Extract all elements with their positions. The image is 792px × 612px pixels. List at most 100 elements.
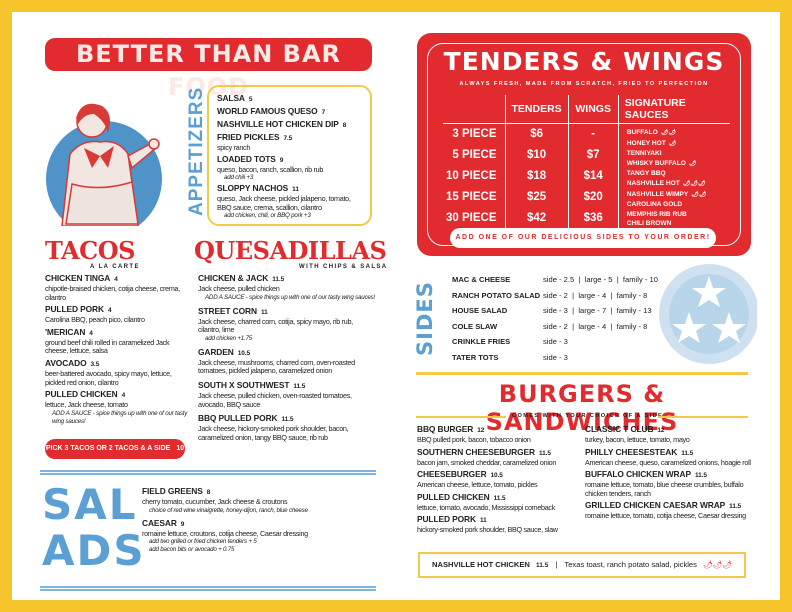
item-price: 11.5: [729, 503, 742, 511]
item-name: SOUTH X SOUTHWEST: [198, 379, 290, 390]
item-note: add chicken, chili, or BBQ pork +3: [224, 212, 311, 220]
menu-item: BUFFALO CHICKEN WRAP 11.5 romaine lettuce,…: [585, 469, 751, 498]
item-description: Jack cheese, pulled chicken: [198, 284, 280, 293]
sauce-item: BUFFALO 🌶🌶: [627, 128, 731, 139]
item-name-row: LOADED TOTS 9: [217, 154, 362, 166]
burgers-heading: BURGERS & SANDWICHES: [485, 380, 679, 436]
item-name: SOUTHERN CHEESEBURGER: [417, 446, 535, 457]
item-name-row: CHICKEN & JACK 11.5: [198, 273, 376, 285]
sauce-name: NASHVILLE HOT: [626, 179, 680, 187]
item-name: BUFFALO CHICKEN WRAP: [585, 469, 691, 480]
item-description: queso, bacon, ranch, scallion, rib rub: [217, 164, 324, 174]
item-name-row: PULLED CHICKEN 11.5: [417, 492, 583, 504]
item-name: NASHVILLE HOT CHICKEN DIP: [217, 119, 339, 129]
side-prices: side - 2 | large - 4 | family - 8: [543, 321, 648, 331]
item-name: PULLED CHICKEN: [417, 491, 490, 502]
wings-price: $20: [567, 186, 619, 208]
item-price: 11.5: [681, 449, 694, 457]
tenders-wings-panel: TENDERS & WINGS ALWAYS FRESH, MADE FROM …: [417, 33, 751, 256]
item-name: CHEESEBURGER: [417, 469, 487, 480]
sauce-name: NASHVILLE WIMPY: [626, 190, 689, 198]
side-name: MAC & CHEESE: [452, 275, 511, 284]
side-item: COLE SLAW side - 2 | large - 4 | family -…: [452, 322, 672, 338]
item-price: 8: [342, 122, 347, 129]
item-name: GRILLED CHICKEN CAESAR WRAP: [585, 500, 726, 511]
menu-item: NASHVILLE HOT CHICKEN DIP 8: [217, 119, 362, 131]
taco-combo-pill: PICK 3 TACOS OR 2 TACOS & A SIDE 10: [45, 439, 185, 459]
item-name: PHILLY CHEESESTEAK: [585, 446, 678, 457]
item-description: spicy ranch: [217, 143, 251, 152]
side-name: TATER TOTS: [452, 352, 499, 362]
subheading-rule-right: [658, 416, 748, 418]
piece-size: 3 PIECE: [452, 128, 497, 141]
item-name: GARDEN: [198, 346, 234, 357]
sauce-name: MEMPHIS RIB RUB: [626, 210, 687, 218]
pepper-heat-icons: 🌶🌶🌶: [703, 560, 732, 569]
item-name: PULLED PORK: [45, 304, 104, 315]
item-name: CAESAR: [142, 517, 177, 528]
sauces-column-header: SIGNATURE SAUCES: [617, 95, 731, 124]
sauce-item: WHISKY BUFFALO 🌶: [627, 159, 731, 170]
tenders-price: $25: [504, 186, 569, 208]
sauce-name: TENNIYAKI: [626, 150, 662, 158]
item-price: 11.5: [293, 382, 306, 390]
sauce-item: TANGY BBQ: [627, 169, 731, 179]
piece-size: 15 PIECE: [446, 191, 497, 204]
menu-item: AVOCADO 3.5 beer-battered avocado, spicy m…: [45, 358, 193, 387]
tenders-price: $42: [504, 207, 569, 229]
item-name-row: SOUTH X SOUTHWEST 11.5: [198, 380, 376, 392]
price-row: 3 PIECE $6- BUFFALO 🌶🌶 HONEY HOT 🌶 TENNIYAKI WH…: [443, 123, 731, 229]
item-price: 10.5: [490, 472, 503, 480]
menu-item: CAESAR 9 romaine lettuce, croutons, cotija…: [142, 518, 374, 555]
appetizers-box: SALSA 5 WORLD FAMOUS QUESO 7 NASHVILLE HOT C…: [207, 85, 372, 226]
wings-price: -: [567, 123, 619, 145]
sauce-name: BUFFALO: [626, 129, 658, 136]
item-price: 4: [121, 392, 126, 400]
salads-list: FIELD GREENS 8 cherry tomato, cucumber, Ja…: [142, 486, 374, 554]
item-name: BBQ BURGER: [417, 424, 474, 434]
menu-item: SOUTH X SOUTHWEST 11.5 Jack cheese, pulled…: [198, 380, 376, 409]
item-name-row: AVOCADO 3.5: [45, 358, 193, 370]
item-note: add chicken +1.75: [205, 334, 252, 342]
menu-item: BBQ BURGER 12 BBQ pulled pork, bacon, toba…: [417, 424, 583, 445]
salads-bottom-divider: [40, 586, 376, 591]
burgers-subheading: COMES WITH YOUR CHOICE OF A SIDE: [512, 413, 664, 419]
tenders-price: $10: [504, 144, 569, 166]
tenders-column-header: TENDERS: [504, 95, 569, 124]
side-item: HOUSE SALAD side - 3 | large - 7 | family…: [452, 306, 672, 322]
item-name: BBQ PULLED PORK: [198, 413, 278, 424]
menu-item: CHICKEN & JACK 11.5 Jack cheese, pulled ch…: [198, 273, 376, 302]
item-description: BBQ pulled pork, bacon, tobacco onion: [417, 435, 531, 444]
sauce-item: CHILI BROWN: [627, 219, 731, 229]
item-description: Jack cheese, charred corn, cotija, spicy…: [198, 316, 353, 335]
burgers-divider: [416, 372, 748, 375]
appetizers-heading: APPETIZERS: [186, 86, 207, 216]
item-name: CHICKEN TINGA: [45, 273, 111, 283]
burgers-right-list: CLASSIC T CLUB 12 turkey, bacon, lettuce, …: [585, 424, 751, 521]
item-price: 11: [260, 308, 268, 316]
quesadillas-heading: QUESADILLAS: [194, 236, 387, 265]
tenders-wings-heading: TENDERS & WINGS: [443, 47, 725, 76]
item-price: 5: [248, 96, 253, 103]
item-price: 11.5: [694, 472, 707, 480]
side-name: COLE SLAW: [452, 321, 498, 331]
tenders-wings-subheading: ALWAYS FRESH, MADE FROM SCRATCH, FRIED T…: [459, 81, 709, 87]
sauce-item: CAROLINA GOLD: [627, 200, 731, 210]
tacos-heading: TACOS: [45, 236, 136, 265]
menu-item: FRIED PICKLES 7.5 spicy ranch: [217, 132, 362, 153]
tenders-wings-price-table: TENDERS WINGS SIGNATURE SAUCES 3 PIECE $6…: [443, 95, 731, 229]
wings-price: $14: [567, 165, 619, 187]
menu-item: CLASSIC T CLUB 12 turkey, bacon, lettuce, …: [585, 424, 751, 445]
pepper-heat-icon: 🌶🌶: [691, 191, 707, 198]
item-name-row: SLOPPY NACHOS 11: [217, 183, 362, 195]
item-name: AVOCADO: [45, 357, 87, 368]
sauce-item: NASHVILLE WIMPY 🌶🌶: [627, 190, 731, 201]
item-description: beer-battered avocado, spicy mayo, lettu…: [45, 368, 172, 387]
menu-item: PULLED PORK 4 Carolina BBQ, peach pico, ci…: [45, 304, 193, 325]
item-name-row: 'MERICAN 4: [45, 327, 193, 339]
menu-item: STREET CORN 11 Jack cheese, charred corn, …: [198, 306, 376, 343]
piece-size: 30 PIECE: [446, 212, 497, 225]
side-name: HOUSE SALAD: [452, 306, 508, 316]
sides-list: MAC & CHEESE side - 2.5 | large - 5 | fam…: [452, 275, 672, 369]
sauce-name: HONEY HOT: [626, 139, 666, 147]
